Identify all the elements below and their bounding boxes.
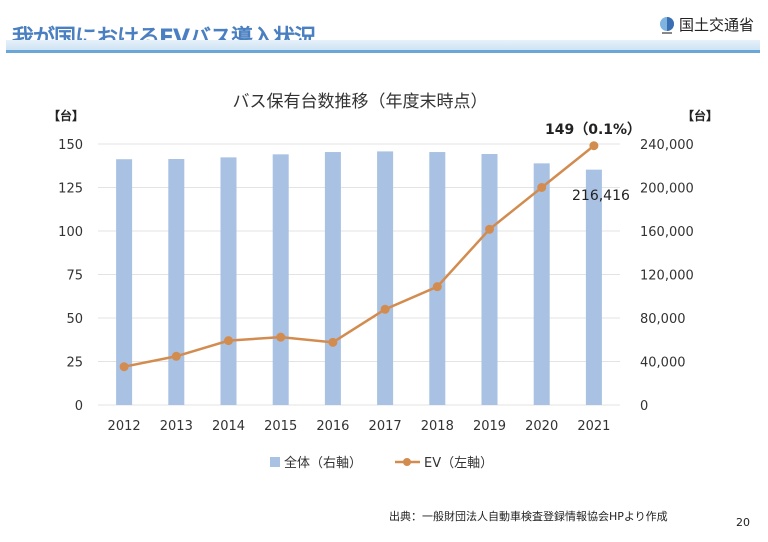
org-logo: 国土交通省 xyxy=(659,14,754,35)
right-tick-label: 80,000 xyxy=(640,312,686,327)
legend-bar-swatch xyxy=(270,457,280,467)
chart-title: バス保有台数推移（年度末時点） xyxy=(233,92,488,112)
bar-2014 xyxy=(220,157,237,405)
x-tick-label: 2014 xyxy=(212,419,245,434)
x-tick-label: 2013 xyxy=(160,419,193,434)
source-note: 出典：一般財団法人自動車検査登録情報協会HPより作成 xyxy=(389,510,668,523)
bar-2021 xyxy=(585,169,602,405)
ev-point-2017 xyxy=(380,304,390,314)
page-number: 20 xyxy=(736,516,750,529)
x-tick-label: 2018 xyxy=(421,419,454,434)
x-tick-label: 2016 xyxy=(316,419,349,434)
header-rule xyxy=(6,50,760,53)
bar-2017 xyxy=(377,151,394,405)
bar-2013 xyxy=(168,159,185,405)
left-tick-label: 0 xyxy=(75,399,83,414)
x-tick-label: 2015 xyxy=(264,419,297,434)
bar-2016 xyxy=(324,152,341,405)
legend-line-marker xyxy=(403,458,411,466)
ev-last-label: 149（0.1%） xyxy=(545,122,641,138)
bar-2018 xyxy=(429,152,446,405)
mlit-logo-icon xyxy=(659,16,674,34)
ev-point-2020 xyxy=(537,183,547,192)
left-tick-label: 150 xyxy=(58,138,83,153)
left-tick-label: 75 xyxy=(66,269,83,284)
left-tick-label: 125 xyxy=(58,182,83,197)
right-tick-label: 120,000 xyxy=(640,269,694,284)
x-tick-label: 2021 xyxy=(577,419,610,434)
right-axis-unit: 【台】 xyxy=(682,108,718,123)
right-tick-label: 0 xyxy=(640,399,648,414)
org-name: 国土交通省 xyxy=(678,16,754,34)
bar-2019 xyxy=(481,154,498,405)
left-tick-label: 25 xyxy=(66,356,83,371)
left-axis-unit: 【台】 xyxy=(48,108,84,123)
header-band xyxy=(6,40,760,50)
x-tick-label: 2012 xyxy=(108,419,141,434)
ev-point-2014 xyxy=(224,336,233,346)
ev-point-2013 xyxy=(171,351,181,361)
x-tick-label: 2019 xyxy=(473,419,506,434)
x-tick-label: 2017 xyxy=(369,419,402,434)
left-tick-label: 50 xyxy=(66,312,83,327)
ev-point-2021 xyxy=(589,141,599,151)
ev-point-2016 xyxy=(328,337,338,347)
x-tick-label: 2020 xyxy=(525,419,558,434)
bar-last-label: 216,416 xyxy=(572,188,630,204)
right-tick-label: 40,000 xyxy=(640,356,686,371)
bus-chart: バス保有台数推移（年度末時点） 【台】 【台】 0 0 25 40,000 50 80,000 7… xyxy=(48,92,718,471)
ev-point-2012 xyxy=(119,362,129,372)
ev-point-2019 xyxy=(485,224,494,234)
right-tick-label: 240,000 xyxy=(640,138,694,153)
legend-line-label: EV（左軸） xyxy=(424,456,493,471)
right-tick-label: 160,000 xyxy=(640,225,694,240)
bar-2012 xyxy=(116,159,133,405)
legend-bar-label: 全体（右軸） xyxy=(284,455,362,471)
left-tick-label: 100 xyxy=(58,225,83,240)
ev-line xyxy=(123,144,595,368)
right-tick-label: 200,000 xyxy=(640,182,694,197)
bar-2015 xyxy=(272,154,289,405)
ev-point-2015 xyxy=(276,332,286,342)
bar-2020 xyxy=(533,163,550,405)
ev-point-2018 xyxy=(432,282,442,292)
